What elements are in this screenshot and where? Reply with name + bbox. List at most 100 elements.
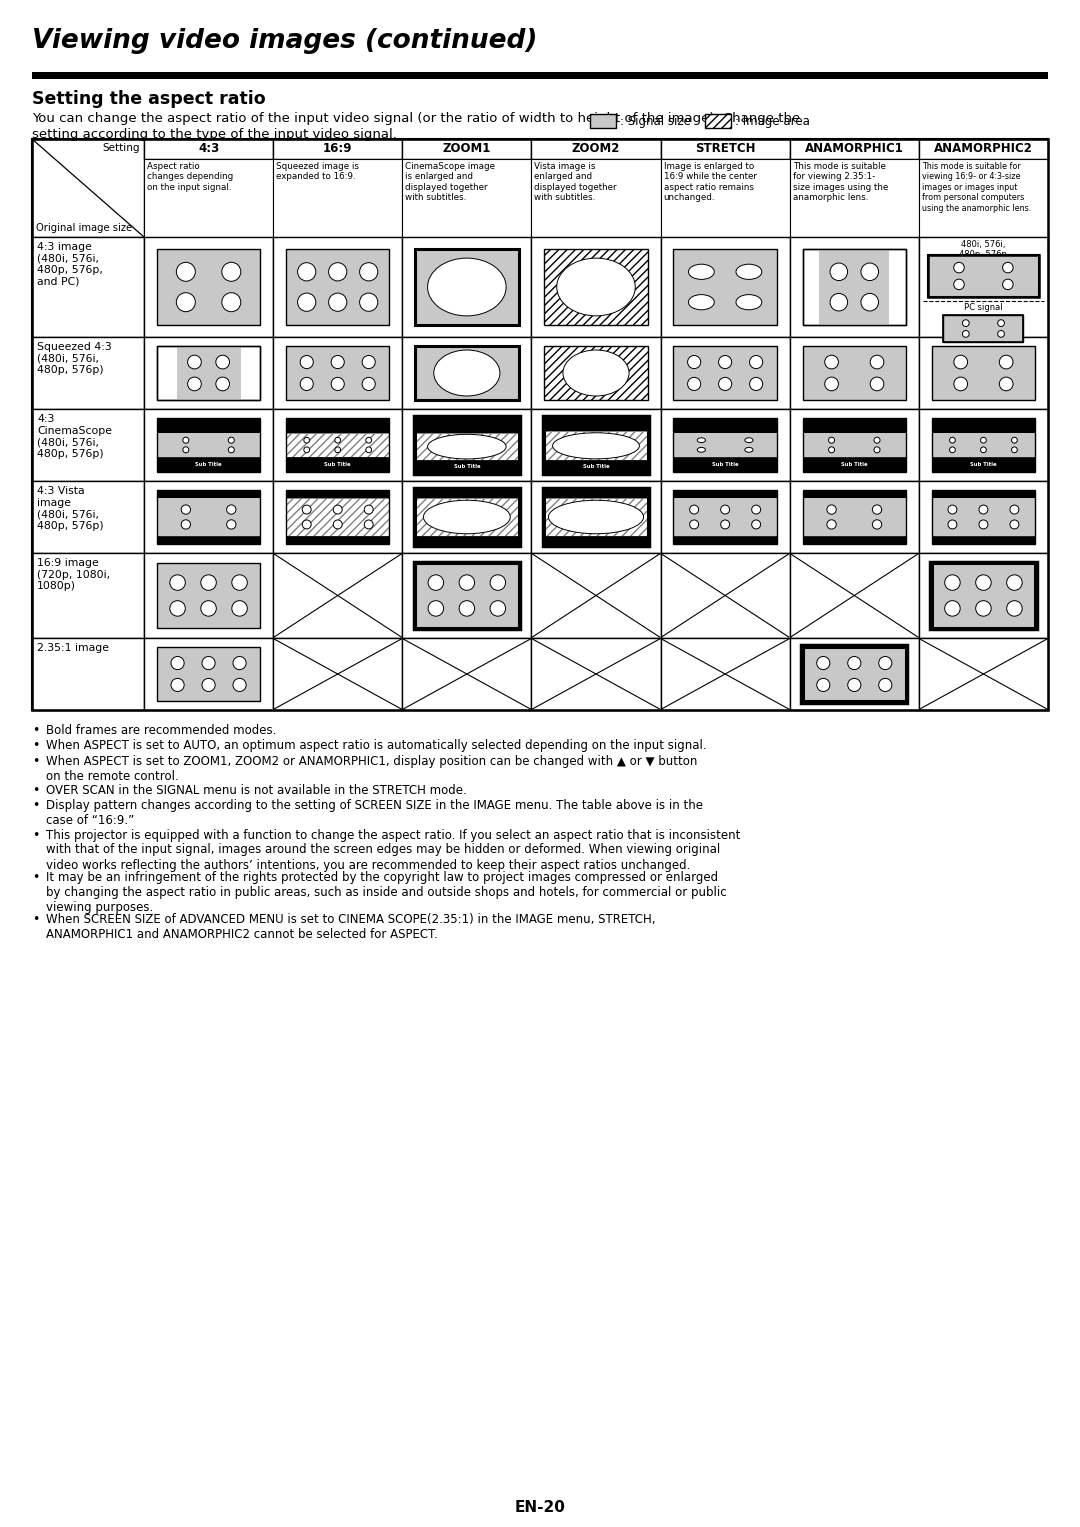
Circle shape	[752, 521, 760, 528]
Bar	[932, 418, 1035, 472]
Bar	[402, 409, 531, 481]
Circle shape	[945, 600, 960, 617]
Circle shape	[334, 521, 342, 528]
Ellipse shape	[688, 295, 714, 310]
Bar	[802, 418, 906, 434]
Circle shape	[188, 377, 201, 391]
Bar	[930, 562, 1037, 629]
Bar	[415, 418, 518, 434]
Bar	[661, 159, 789, 237]
Ellipse shape	[428, 258, 507, 316]
Circle shape	[202, 678, 215, 692]
Bar	[661, 409, 789, 481]
Bar	[919, 139, 1048, 159]
Circle shape	[998, 319, 1004, 327]
Text: Bold frames are recommended modes.: Bold frames are recommended modes.	[46, 724, 276, 738]
Bar	[674, 418, 777, 434]
Bar	[414, 489, 519, 545]
Circle shape	[690, 521, 699, 528]
Bar	[789, 481, 919, 553]
Circle shape	[750, 377, 762, 391]
Bar	[32, 638, 144, 710]
Circle shape	[718, 356, 732, 368]
Bar	[402, 553, 531, 638]
Circle shape	[1007, 600, 1022, 617]
Circle shape	[176, 263, 195, 281]
Circle shape	[328, 293, 347, 312]
Text: When ASPECT is set to ZOOM1, ZOOM2 or ANAMORPHIC1, display position can be chang: When ASPECT is set to ZOOM1, ZOOM2 or AN…	[46, 754, 698, 783]
Circle shape	[870, 356, 883, 370]
Bar	[273, 409, 402, 481]
Bar	[531, 159, 661, 237]
Circle shape	[298, 293, 315, 312]
Bar	[32, 139, 1048, 710]
Text: 16:9: 16:9	[323, 142, 352, 156]
Bar	[674, 490, 777, 544]
Bar	[944, 315, 1024, 342]
Circle shape	[233, 678, 246, 692]
Bar	[415, 490, 518, 498]
Circle shape	[233, 657, 246, 670]
Circle shape	[364, 505, 374, 515]
Bar	[415, 490, 518, 544]
Bar	[802, 249, 906, 325]
Text: STRETCH: STRETCH	[694, 142, 755, 156]
Circle shape	[873, 519, 881, 528]
Bar	[661, 481, 789, 553]
Bar	[789, 139, 919, 159]
Bar	[544, 490, 648, 544]
Ellipse shape	[553, 432, 639, 460]
Circle shape	[302, 505, 311, 515]
Bar	[32, 409, 144, 481]
Bar	[144, 638, 273, 710]
Circle shape	[303, 437, 310, 443]
Bar	[919, 638, 1048, 710]
Text: Squeezed 4:3
(480i, 576i,
480p, 576p): Squeezed 4:3 (480i, 576i, 480p, 576p)	[37, 342, 111, 376]
Ellipse shape	[434, 350, 500, 395]
Bar	[415, 536, 518, 544]
Text: Sub Title: Sub Title	[454, 464, 481, 469]
Circle shape	[962, 319, 969, 327]
Circle shape	[954, 356, 968, 370]
Text: setting according to the type of the input video signal.: setting according to the type of the inp…	[32, 128, 396, 140]
Circle shape	[201, 574, 216, 591]
Bar	[932, 457, 1035, 472]
Bar	[802, 434, 906, 457]
Circle shape	[831, 263, 848, 281]
Text: Image is enlarged to
16:9 while the center
aspect ratio remains
unchanged.: Image is enlarged to 16:9 while the cent…	[663, 162, 757, 202]
Ellipse shape	[745, 447, 753, 452]
Circle shape	[873, 505, 881, 515]
Bar	[802, 536, 906, 544]
Bar	[789, 553, 919, 638]
Bar	[802, 490, 906, 498]
Bar	[157, 249, 260, 325]
Circle shape	[879, 678, 892, 692]
Bar	[544, 498, 648, 536]
Ellipse shape	[688, 264, 714, 279]
Bar	[928, 255, 1039, 296]
Text: •: •	[32, 829, 39, 841]
Bar	[661, 638, 789, 710]
Bar	[32, 481, 144, 553]
Circle shape	[831, 293, 848, 312]
Circle shape	[945, 574, 960, 591]
Bar	[544, 418, 648, 431]
Bar	[415, 434, 518, 460]
Bar	[919, 409, 1048, 481]
Circle shape	[1012, 447, 1017, 452]
Bar	[157, 345, 260, 400]
Text: ANAMORPHIC1: ANAMORPHIC1	[805, 142, 904, 156]
Text: •: •	[32, 783, 39, 797]
Text: •: •	[32, 724, 39, 738]
Text: ANAMORPHIC2: ANAMORPHIC2	[934, 142, 1032, 156]
Circle shape	[1010, 505, 1018, 515]
Circle shape	[861, 293, 878, 312]
Ellipse shape	[735, 264, 761, 279]
Circle shape	[298, 263, 315, 281]
Bar	[157, 434, 260, 457]
Text: Viewing video images (continued): Viewing video images (continued)	[32, 27, 538, 53]
Bar	[919, 553, 1048, 638]
Bar	[819, 249, 890, 325]
Text: Sub Title: Sub Title	[712, 463, 739, 467]
Bar	[932, 434, 1035, 457]
